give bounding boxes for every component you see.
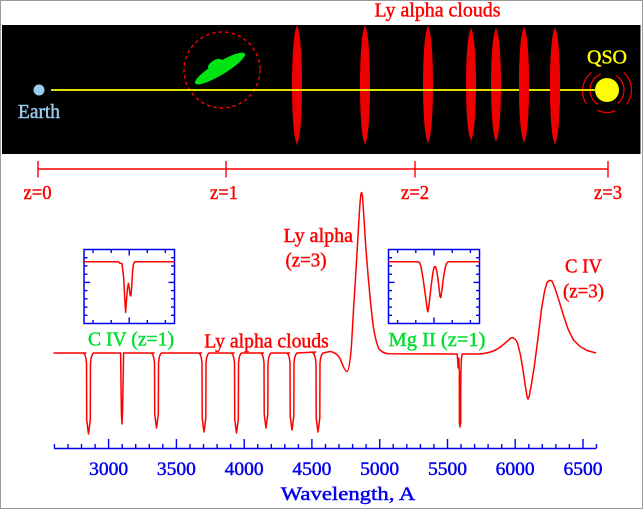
svg-text:Wavelength, A: Wavelength, A	[281, 484, 416, 505]
svg-text:z=1: z=1	[210, 182, 238, 204]
svg-text:3000: 3000	[89, 459, 128, 480]
svg-text:6000: 6000	[496, 459, 535, 480]
svg-text:6500: 6500	[564, 459, 603, 480]
svg-text:Mg II (z=1): Mg II (z=1)	[389, 330, 486, 351]
svg-text:z=0: z=0	[24, 182, 52, 204]
svg-text:4500: 4500	[292, 459, 331, 480]
svg-text:4000: 4000	[225, 459, 264, 480]
svg-text:QSO: QSO	[587, 47, 627, 69]
svg-text:5000: 5000	[360, 459, 399, 480]
svg-text:C IV: C IV	[565, 256, 603, 278]
svg-text:Earth: Earth	[18, 102, 60, 123]
svg-text:Ly alpha clouds: Ly alpha clouds	[375, 1, 501, 21]
svg-text:3500: 3500	[157, 459, 196, 480]
svg-text:z=2: z=2	[401, 182, 429, 204]
svg-text:Ly alpha: Ly alpha	[284, 225, 354, 247]
svg-text:z=3: z=3	[594, 182, 622, 204]
svg-text:(z=3): (z=3)	[563, 281, 604, 303]
svg-text:Ly alpha clouds: Ly alpha clouds	[204, 331, 329, 353]
svg-text:(z=3): (z=3)	[286, 250, 327, 272]
svg-text:C IV (z=1): C IV (z=1)	[88, 330, 174, 351]
svg-text:5500: 5500	[428, 459, 467, 480]
